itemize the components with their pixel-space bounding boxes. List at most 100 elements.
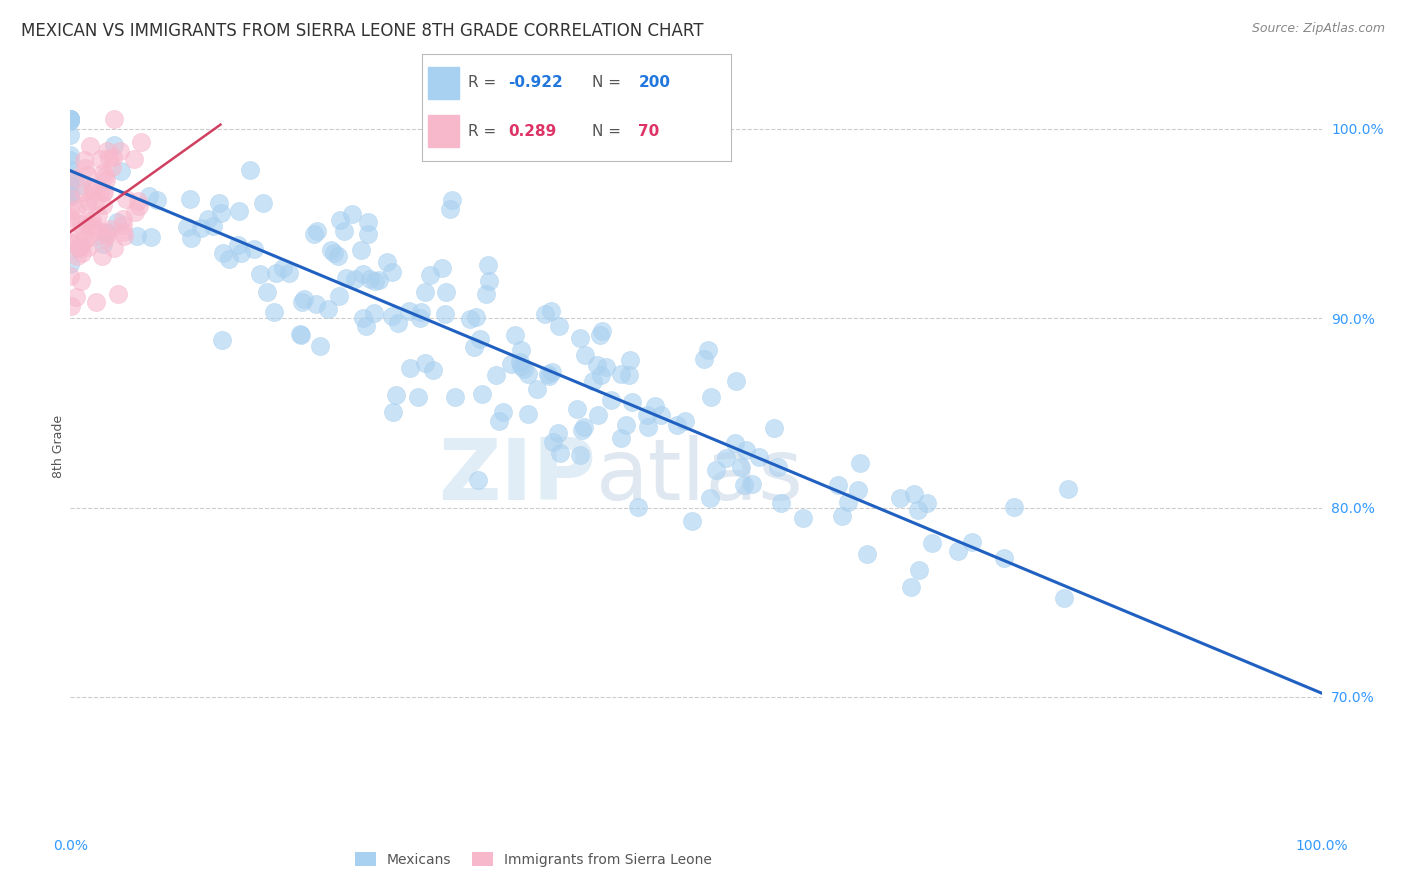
Point — [704, 462, 727, 476]
Point — [179, 192, 201, 206]
Point — [610, 368, 633, 382]
Point — [574, 348, 596, 362]
Point — [105, 215, 128, 229]
Point — [59, 171, 82, 186]
Point — [201, 219, 224, 233]
Text: MEXICAN VS IMMIGRANTS FROM SIERRA LEONE 8TH GRADE CORRELATION CHART: MEXICAN VS IMMIGRANTS FROM SIERRA LEONE … — [21, 22, 703, 40]
Point — [65, 290, 87, 304]
Point — [357, 215, 380, 229]
Point — [190, 221, 212, 235]
Point — [993, 550, 1015, 565]
Point — [305, 297, 328, 311]
Text: Source: ZipAtlas.com: Source: ZipAtlas.com — [1251, 22, 1385, 36]
Point — [537, 368, 560, 382]
Point — [588, 408, 610, 422]
Point — [921, 535, 943, 549]
Point — [59, 112, 82, 127]
Point — [212, 246, 235, 260]
Point — [889, 491, 911, 506]
Point — [307, 224, 329, 238]
Point — [93, 232, 115, 246]
Point — [211, 334, 233, 348]
Point — [139, 230, 162, 244]
Point — [263, 304, 285, 318]
Point — [239, 162, 262, 177]
Point — [93, 237, 115, 252]
Point — [398, 360, 420, 375]
Point — [59, 210, 82, 224]
Point — [59, 112, 82, 127]
Point — [517, 408, 540, 422]
Point — [432, 260, 454, 275]
Point — [73, 153, 96, 168]
Point — [82, 184, 104, 198]
Point — [666, 417, 689, 432]
Point — [129, 136, 152, 150]
Point — [827, 478, 849, 492]
Point — [59, 203, 82, 218]
Point — [571, 423, 593, 437]
Point — [70, 239, 93, 253]
Point — [128, 198, 150, 212]
Point — [108, 144, 131, 158]
Point — [292, 292, 315, 306]
Point — [748, 450, 770, 464]
Point — [387, 317, 409, 331]
Point — [107, 287, 129, 301]
Point — [568, 331, 591, 345]
Point — [101, 160, 124, 174]
Point — [650, 408, 672, 422]
Point — [488, 414, 510, 428]
Point — [112, 229, 135, 244]
Point — [271, 260, 294, 275]
Point — [434, 307, 457, 321]
Point — [96, 173, 118, 187]
Point — [208, 196, 231, 211]
Point — [228, 238, 250, 252]
Point — [477, 258, 499, 272]
Point — [145, 193, 167, 207]
Point — [381, 309, 404, 323]
Point — [93, 185, 115, 199]
Point — [595, 359, 617, 374]
Point — [112, 218, 135, 232]
Bar — [427, 115, 458, 147]
Point — [582, 374, 605, 388]
Point — [699, 491, 721, 505]
Point — [770, 496, 793, 510]
Point — [228, 203, 250, 218]
Point — [59, 112, 82, 127]
Point — [335, 271, 357, 285]
Point — [792, 511, 814, 525]
Point — [499, 357, 522, 371]
Point — [59, 187, 82, 202]
Point — [510, 343, 533, 357]
Point — [517, 368, 540, 382]
Point — [725, 374, 748, 388]
Text: 70: 70 — [638, 124, 659, 138]
Point — [75, 198, 97, 212]
Point — [231, 246, 253, 260]
Point — [1002, 500, 1025, 514]
Point — [59, 268, 82, 283]
Text: N =: N = — [592, 124, 621, 138]
Point — [59, 128, 82, 143]
Point — [59, 189, 82, 203]
Point — [243, 242, 266, 256]
Point — [903, 487, 925, 501]
Point — [90, 249, 112, 263]
Point — [73, 185, 96, 199]
Point — [59, 235, 82, 250]
Point — [419, 268, 441, 282]
Point — [548, 319, 571, 334]
Point — [509, 354, 531, 368]
Point — [693, 352, 716, 367]
Point — [70, 274, 93, 288]
Point — [59, 162, 82, 177]
Point — [125, 228, 148, 243]
Text: atlas: atlas — [596, 435, 804, 518]
Point — [96, 144, 118, 158]
Point — [316, 301, 339, 316]
Point — [59, 186, 82, 201]
Point — [434, 285, 457, 299]
